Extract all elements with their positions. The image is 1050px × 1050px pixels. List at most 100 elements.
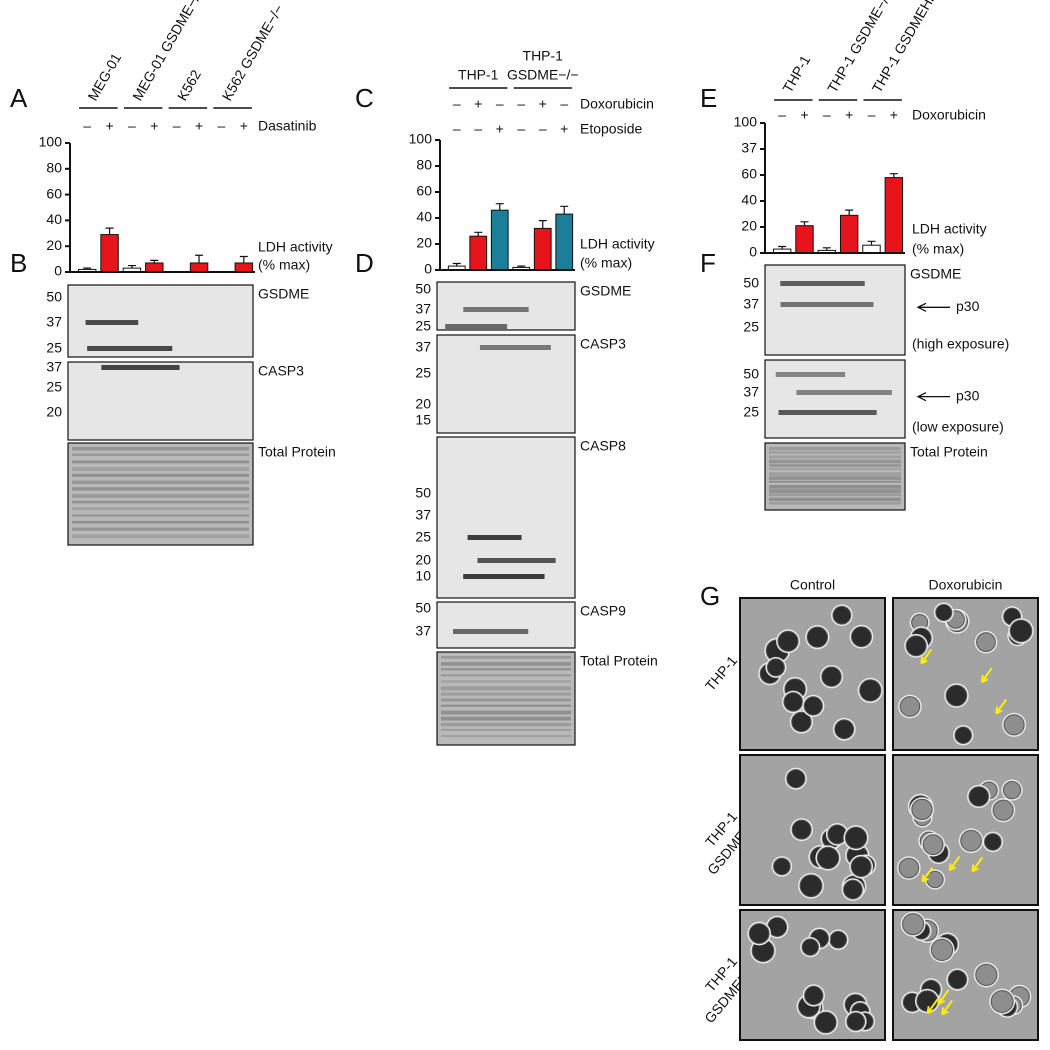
column-label: Doxorubicin bbox=[929, 577, 1003, 593]
blot-smear bbox=[769, 501, 901, 505]
error-bar bbox=[778, 245, 787, 250]
error-bar bbox=[495, 203, 504, 211]
cell bbox=[902, 913, 925, 936]
y-tick-label: 100 bbox=[39, 134, 63, 150]
bar bbox=[884, 177, 904, 254]
blot-smear bbox=[72, 447, 249, 451]
blot-smear bbox=[72, 480, 249, 484]
blot-smear bbox=[72, 467, 249, 471]
blot-band bbox=[778, 410, 877, 415]
blot-smear bbox=[441, 728, 571, 731]
cell bbox=[968, 786, 989, 807]
blot-smear bbox=[72, 507, 249, 511]
cell bbox=[829, 930, 848, 949]
size-marker: 25 bbox=[415, 529, 431, 545]
row-label: THP-1 bbox=[702, 652, 740, 693]
blot-band bbox=[477, 558, 556, 563]
blot-smear bbox=[769, 472, 901, 477]
cell bbox=[801, 938, 819, 956]
size-marker: 25 bbox=[46, 340, 62, 356]
treatment-sign: – bbox=[868, 107, 876, 123]
group-label: THP-1 bbox=[458, 67, 499, 83]
treatment-sign: – bbox=[517, 121, 525, 137]
exposure-label: (low exposure) bbox=[912, 419, 1004, 435]
blot-smear bbox=[441, 722, 571, 727]
arrow bbox=[920, 648, 933, 665]
size-marker: 50 bbox=[415, 281, 431, 297]
size-marker: 50 bbox=[415, 485, 431, 501]
cell bbox=[930, 938, 954, 961]
bar bbox=[839, 214, 859, 254]
blot-smear bbox=[441, 662, 571, 666]
arrow bbox=[971, 856, 984, 873]
bar bbox=[469, 235, 488, 271]
y-tick-label: 40 bbox=[741, 192, 757, 208]
panel-letter: G bbox=[700, 581, 720, 611]
blot-smear bbox=[441, 668, 571, 671]
cell bbox=[911, 798, 933, 821]
cell bbox=[1003, 714, 1025, 736]
treatment-sign: + bbox=[890, 107, 898, 123]
cell bbox=[992, 799, 1014, 821]
bar bbox=[145, 262, 164, 273]
group-label: MEG-01 bbox=[84, 50, 124, 103]
blot-smear bbox=[441, 716, 571, 721]
cell bbox=[832, 605, 852, 625]
error-bar bbox=[560, 205, 569, 215]
cell bbox=[947, 969, 968, 990]
group-label: THP-1 bbox=[523, 48, 564, 64]
treatment-sign: + bbox=[195, 118, 203, 134]
cell bbox=[834, 719, 855, 740]
y-tick-label: 20 bbox=[46, 237, 62, 253]
treatment-sign: – bbox=[453, 96, 461, 112]
size-marker: 37 bbox=[743, 296, 759, 312]
blot-label: GSDME bbox=[580, 283, 631, 299]
size-marker: 37 bbox=[415, 339, 431, 355]
blot-smear bbox=[72, 473, 249, 477]
cell bbox=[960, 829, 982, 852]
blot-smear bbox=[72, 514, 249, 517]
treatment-sign: – bbox=[496, 96, 504, 112]
band-label: p30 bbox=[956, 298, 980, 314]
cell bbox=[814, 1011, 837, 1034]
blot-smear bbox=[769, 476, 901, 480]
cell bbox=[773, 857, 791, 876]
blot-band bbox=[463, 307, 529, 312]
cell bbox=[850, 856, 872, 878]
cell bbox=[803, 696, 823, 716]
cell bbox=[922, 834, 944, 856]
arrow bbox=[941, 999, 954, 1016]
y-tick-label: 80 bbox=[46, 160, 62, 176]
cell bbox=[846, 1012, 866, 1031]
blot-band bbox=[87, 346, 173, 351]
cell bbox=[783, 692, 803, 712]
cell bbox=[748, 923, 770, 944]
band-label: p30 bbox=[956, 387, 980, 403]
treatment-sign: – bbox=[173, 118, 181, 134]
treatment-sign: – bbox=[128, 118, 136, 134]
treatment-name: Doxorubicin bbox=[580, 96, 654, 112]
error-bar bbox=[800, 221, 809, 226]
blot-smear bbox=[72, 527, 249, 531]
panel-letter: C bbox=[355, 83, 374, 113]
error-bar bbox=[889, 173, 898, 178]
blot-band bbox=[445, 324, 508, 329]
treatment-sign: + bbox=[800, 107, 808, 123]
blot-smear bbox=[72, 460, 249, 464]
blot-smear bbox=[769, 459, 901, 464]
y-tick-label: 100 bbox=[409, 131, 433, 147]
error-bar bbox=[195, 254, 204, 263]
treatment-sign: + bbox=[845, 107, 853, 123]
blot-smear bbox=[441, 704, 571, 707]
y-tick-label: 20 bbox=[741, 218, 757, 234]
error-bar bbox=[474, 231, 483, 237]
blot-smear bbox=[72, 534, 249, 539]
size-marker: 20 bbox=[415, 552, 431, 568]
treatment-name: Dasatinib bbox=[258, 118, 317, 134]
blot-smear bbox=[441, 680, 571, 683]
blot-smear bbox=[441, 698, 571, 702]
y-tick-label: 80 bbox=[416, 157, 432, 173]
treatment-sign: – bbox=[560, 96, 568, 112]
size-marker: 50 bbox=[415, 600, 431, 616]
cell bbox=[905, 635, 927, 657]
